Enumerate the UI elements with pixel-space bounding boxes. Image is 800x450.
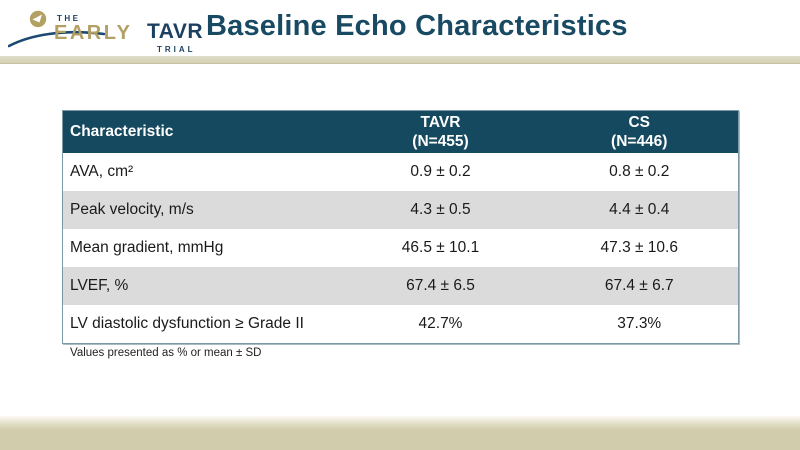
col-tavr-header: TAVR (N=455) — [340, 110, 541, 153]
col-tavr-name: TAVR — [420, 114, 461, 131]
col-cs-n: (N=446) — [611, 133, 668, 150]
valve-icon — [29, 10, 47, 28]
cs-value: 47.3 ± 10.6 — [540, 229, 739, 267]
row-label: LVEF, % — [62, 267, 341, 305]
bottom-band — [0, 416, 800, 450]
cs-value: 4.4 ± 0.4 — [540, 191, 739, 229]
table-row: LV diastolic dysfunction ≥ Grade II 42.7… — [62, 305, 739, 344]
logo-early: EARLY — [54, 22, 133, 44]
tavr-value: 4.3 ± 0.5 — [340, 191, 541, 229]
tavr-value: 67.4 ± 6.5 — [340, 267, 541, 305]
swoosh-icon — [8, 10, 106, 48]
table-row: AVA, cm² 0.9 ± 0.2 0.8 ± 0.2 — [62, 153, 739, 191]
row-label: AVA, cm² — [62, 153, 341, 191]
logo-the: THE — [57, 14, 81, 23]
table-row: LVEF, % 67.4 ± 6.5 67.4 ± 6.7 — [62, 267, 739, 305]
early-tavr-logo: THE EARLY TAVR TRIAL — [8, 5, 204, 55]
logo-tavr: TAVR — [147, 20, 204, 43]
row-label: Mean gradient, mmHg — [62, 229, 341, 267]
col-cs-header: CS (N=446) — [540, 110, 739, 153]
col-tavr-n: (N=455) — [412, 133, 469, 150]
cs-value: 37.3% — [540, 305, 739, 344]
row-label: Peak velocity, m/s — [62, 191, 341, 229]
col-characteristic-header: Characteristic — [62, 110, 341, 153]
logo-trial: TRIAL — [157, 45, 196, 54]
tavr-value: 0.9 ± 0.2 — [340, 153, 541, 191]
footnote: Values presented as % or mean ± SD — [70, 347, 262, 359]
tavr-value: 46.5 ± 10.1 — [340, 229, 541, 267]
table-row: Mean gradient, mmHg 46.5 ± 10.1 47.3 ± 1… — [62, 229, 739, 267]
tavr-value: 42.7% — [340, 305, 541, 344]
cs-value: 67.4 ± 6.7 — [540, 267, 739, 305]
table-header-row: Characteristic TAVR (N=455) CS (N=446) — [62, 110, 739, 153]
header-divider — [0, 56, 800, 64]
table-row: Peak velocity, m/s 4.3 ± 0.5 4.4 ± 0.4 — [62, 191, 739, 229]
col-cs-name: CS — [628, 114, 651, 131]
page-title: Baseline Echo Characteristics — [206, 10, 628, 42]
echo-characteristics-table: Characteristic TAVR (N=455) CS (N=446) A… — [62, 110, 739, 344]
row-label: LV diastolic dysfunction ≥ Grade II — [62, 305, 341, 344]
cs-value: 0.8 ± 0.2 — [540, 153, 739, 191]
